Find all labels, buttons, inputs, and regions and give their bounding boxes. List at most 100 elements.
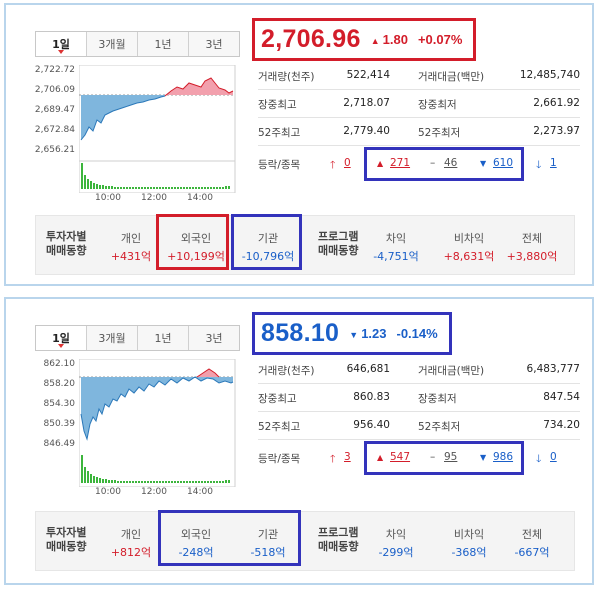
arrow-up-icon: 🡑: [330, 453, 336, 465]
highlight-box: [231, 214, 302, 270]
change-value: 1.23: [361, 326, 387, 341]
price-change: ▼ 1.23: [349, 326, 386, 341]
individual-label: 개인: [120, 528, 142, 541]
stats-row-volume: 거래량(천주) 522,414 거래대금(백만) 12,485,740: [258, 61, 580, 90]
y-tick: 846.49: [43, 439, 76, 449]
index-panel-kospi: 1일 3개월 1년 3년 2,722.72 2,706.09 2,689.47 …: [4, 3, 594, 286]
arrow-up-icon: 🡑: [330, 159, 336, 171]
stat-label: 장중최저: [418, 393, 457, 405]
dash-icon: –: [430, 157, 436, 169]
current-price: 858.10: [261, 319, 340, 347]
stat-value: 2,718.07: [343, 97, 390, 109]
price-line-graph: [79, 65, 236, 193]
lower-limit-count[interactable]: 0: [550, 451, 557, 463]
x-tick: 12:00: [141, 193, 167, 203]
declining-count[interactable]: 610: [493, 157, 514, 169]
stat-label: 거래대금(백만): [418, 365, 485, 377]
institution-value: -518억: [250, 546, 286, 559]
x-tick: 14:00: [187, 193, 213, 203]
total-label: 전체: [521, 528, 543, 541]
change-value: 1.80: [382, 32, 408, 47]
triangle-down-icon: ▼: [480, 453, 487, 462]
tab-3year[interactable]: 3년: [205, 38, 223, 51]
foreign-value: -248억: [178, 546, 214, 559]
stat-value: 646,681: [346, 363, 390, 375]
intraday-chart: 862.10 858.20 854.30 850.39 846.49: [35, 359, 240, 497]
stat-label: 장중최고: [258, 393, 297, 405]
x-axis-labels: 10:00 12:00 14:00: [79, 487, 239, 499]
triangle-up-icon: ▲: [377, 453, 384, 462]
triangle-up-icon: ▲: [370, 36, 380, 46]
current-price-box: 2,706.96 ▲ 1.80 +0.07%: [252, 18, 476, 61]
declining-count[interactable]: 986: [493, 451, 514, 463]
lower-limit-count[interactable]: 1: [550, 157, 557, 169]
tab-1day[interactable]: 1일: [36, 326, 87, 350]
tab-1year[interactable]: 1년: [138, 32, 189, 56]
stat-label: 거래대금(백만): [418, 71, 485, 83]
y-tick: 862.10: [43, 359, 76, 369]
change-percent: +0.07%: [417, 32, 463, 47]
advance-decline-row: 등락/종목 🡑 0 ▲ 271 – 46 ▼ 610 🡓 1: [258, 149, 580, 177]
stat-value: 2,273.97: [533, 125, 580, 137]
advance-decline-label: 등락/종목: [258, 453, 301, 465]
arrow-down-icon: 🡓: [536, 453, 542, 465]
y-axis-labels: 2,722.72 2,706.09 2,689.47 2,672.84 2,65…: [35, 65, 75, 160]
y-tick: 2,656.21: [34, 145, 75, 155]
investor-title: 투자자별 매매동향: [46, 526, 87, 553]
unchanged-count[interactable]: 95: [444, 451, 458, 463]
y-tick: 2,672.84: [34, 125, 75, 135]
arbitrage-value: -299억: [378, 546, 414, 559]
x-tick: 10:00: [95, 487, 121, 497]
current-price-box: 858.10 ▼ 1.23 -0.14%: [252, 312, 452, 355]
x-tick: 14:00: [187, 487, 213, 497]
foreign-value: +10,199억: [167, 250, 225, 263]
stat-label: 52주최고: [258, 421, 301, 433]
stat-label: 거래량(천주): [258, 71, 315, 83]
advance-decline-label: 등락/종목: [258, 159, 301, 171]
stat-value: 734.20: [543, 419, 580, 431]
foreign-label: 외국인: [180, 528, 212, 541]
tab-1year[interactable]: 1년: [138, 326, 189, 350]
stat-label: 52주최저: [418, 421, 461, 433]
change-percent: -0.14%: [396, 326, 438, 341]
y-tick: 858.20: [43, 379, 76, 389]
investor-trend: 투자자별 매매동향 개인 +431억 외국인 +10,199억 기관 -10,79…: [35, 215, 575, 275]
upper-limit-count[interactable]: 3: [344, 451, 351, 463]
stat-label: 장중최고: [258, 99, 297, 111]
stat-label: 52주최고: [258, 127, 301, 139]
price-line-graph: [79, 359, 236, 487]
tab-1day[interactable]: 1일: [36, 32, 87, 56]
stats-row-52week: 52주최고 2,779.40 52주최저 2,273.97: [258, 117, 580, 146]
tab-3year[interactable]: 3년: [205, 332, 223, 345]
highlight-box: [158, 510, 301, 566]
tab-3month[interactable]: 3개월: [87, 32, 138, 56]
non-arbitrage-value: +8,631억: [443, 250, 495, 263]
triangle-down-icon: ▼: [349, 330, 359, 340]
highlight-box: [364, 147, 524, 181]
unchanged-count[interactable]: 46: [444, 157, 458, 169]
x-axis-labels: 10:00 12:00 14:00: [79, 193, 239, 205]
upper-limit-count[interactable]: 0: [344, 157, 351, 169]
stat-value: 2,779.40: [343, 125, 390, 137]
advancing-count[interactable]: 547: [390, 451, 411, 463]
period-tabs: 1일 3개월 1년 3년: [35, 31, 240, 57]
stat-value: 12,485,740: [519, 69, 580, 81]
non-arbitrage-label: 비차익: [453, 232, 485, 245]
tab-3month[interactable]: 3개월: [87, 326, 138, 350]
total-label: 전체: [521, 232, 543, 245]
y-tick: 850.39: [43, 419, 76, 429]
stat-value: 2,661.92: [533, 97, 580, 109]
arrow-down-icon: 🡓: [536, 159, 542, 171]
current-price: 2,706.96: [261, 25, 361, 53]
arbitrage-label: 차익: [385, 528, 407, 541]
advancing-count[interactable]: 271: [390, 157, 411, 169]
highlight-box: [156, 214, 229, 270]
triangle-up-icon: ▲: [377, 159, 384, 168]
institution-label: 기관: [257, 232, 279, 245]
institution-label: 기관: [257, 528, 279, 541]
investor-title: 투자자별 매매동향: [46, 230, 87, 257]
stat-value: 6,483,777: [526, 363, 580, 375]
y-tick: 2,722.72: [34, 65, 75, 75]
stats-row-volume: 거래량(천주) 646,681 거래대금(백만) 6,483,777: [258, 355, 580, 384]
stats-row-intraday: 장중최고 2,718.07 장중최저 2,661.92: [258, 89, 580, 118]
